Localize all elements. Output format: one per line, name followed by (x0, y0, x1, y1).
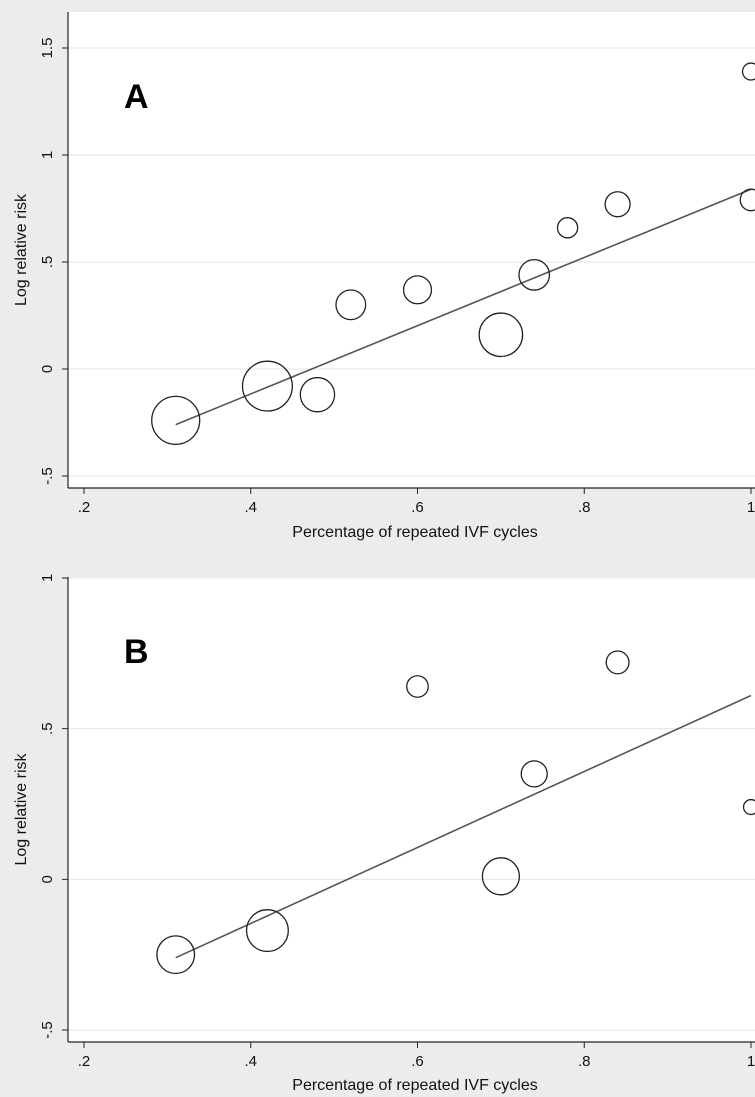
y-tick-label: -.5 (39, 1021, 56, 1039)
panel-label: B (124, 633, 149, 671)
plot-marks (151, 62, 755, 445)
data-point (151, 395, 201, 445)
data-point (241, 360, 293, 412)
x-tick-label: .6 (411, 1053, 424, 1070)
panel-a: -.5 0 .5 1 1.5 .2 .4 .6 .8 1 Percentage of repeate… (0, 0, 755, 565)
data-point (604, 191, 631, 218)
x-tick-label: .6 (411, 499, 424, 516)
fit-line (175, 694, 752, 959)
y-tick-label: 0 (39, 365, 56, 373)
data-point (741, 62, 755, 81)
data-point (605, 650, 630, 675)
data-point (518, 258, 551, 291)
x-tick-label: 1 (747, 1053, 755, 1070)
x-tick-label: .8 (578, 499, 591, 516)
data-point (478, 312, 524, 358)
y-axis-title: Log relative risk (13, 193, 30, 306)
data-point (481, 857, 521, 896)
data-point (335, 289, 367, 321)
x-tick-label: .4 (244, 1053, 257, 1070)
y-tick-label: -.5 (39, 467, 56, 485)
y-tick-label: 1 (39, 574, 56, 582)
y-tick-label: .5 (39, 722, 56, 735)
x-tick-label: .2 (78, 499, 91, 516)
x-tick-label: 1 (747, 499, 755, 516)
x-tick-label: .2 (78, 1053, 91, 1070)
y-axis-title: Log relative risk (13, 752, 30, 865)
data-point (406, 675, 429, 698)
data-point (742, 798, 755, 816)
panel-b: -.5 0 .5 1 .2 .4 .6 .8 1 Percentage of repeated I… (0, 565, 755, 1097)
data-point (520, 760, 548, 788)
y-tick-label: .5 (39, 256, 56, 269)
data-point (245, 909, 289, 953)
x-axis-title: Percentage of repeated IVF cycles (292, 524, 537, 541)
data-point (556, 217, 579, 239)
fit-line (175, 188, 752, 426)
y-tick-label: 0 (39, 875, 56, 883)
x-tick-label: .8 (578, 1053, 591, 1070)
plot-area (68, 12, 755, 488)
data-point (402, 275, 433, 305)
data-point (739, 188, 755, 212)
x-tick-label: .4 (244, 499, 257, 516)
plot-area (68, 577, 755, 1042)
y-tick-label: 1 (39, 151, 56, 159)
plot-marks (156, 650, 755, 975)
data-point (156, 935, 196, 975)
panel-label: A (124, 78, 149, 116)
x-axis-title: Percentage of repeated IVF cycles (292, 1077, 537, 1094)
y-tick-label: 1.5 (39, 38, 56, 59)
data-point (299, 376, 336, 413)
